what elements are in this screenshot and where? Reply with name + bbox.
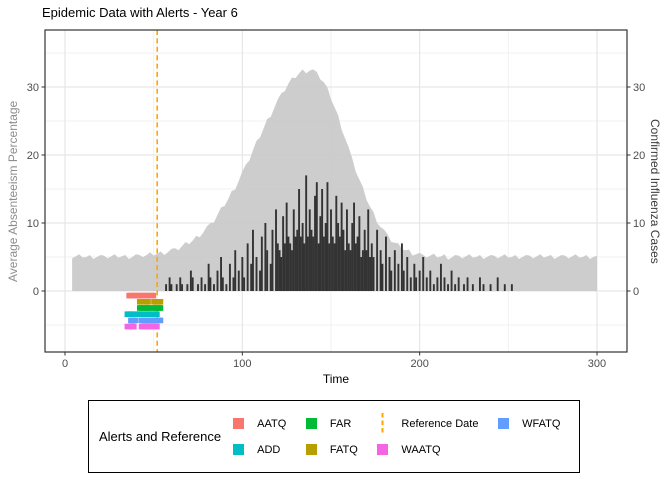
svg-text:0: 0: [62, 358, 68, 370]
svg-text:10: 10: [27, 218, 39, 230]
y-axis-title-left: Average Absenteeism Percentage: [6, 100, 20, 282]
influenza-bars: [165, 175, 513, 291]
legend-item-reference-date: Reference Date: [377, 412, 489, 435]
y-axis-title-right: Confirmed Influenza Cases: [648, 118, 662, 264]
svg-text:100: 100: [233, 358, 251, 370]
svg-text:30: 30: [27, 82, 39, 94]
svg-text:300: 300: [588, 358, 606, 370]
legend-key-square-waatq: [377, 444, 389, 455]
legend-item-far: FAR: [305, 417, 369, 430]
legend-item-label: Reference Date: [401, 417, 479, 430]
legend-key-square-add: [233, 444, 245, 455]
legend-item-label: WAATQ: [401, 443, 441, 456]
legend-key-square-far: [305, 418, 317, 429]
svg-text:10: 10: [633, 218, 645, 230]
legend-item-label: FATQ: [329, 443, 358, 456]
alert-squares: [124, 292, 164, 330]
legend-item-label: FAR: [329, 417, 352, 430]
legend-items: AATQ ADD FAR FATQ Reference Date WAATQ WFATQ: [233, 411, 571, 463]
legend-box: Alerts and Reference AATQ ADD FAR FATQ Refer…: [88, 400, 580, 473]
legend-item-label: WFATQ: [522, 417, 561, 430]
svg-text:30: 30: [633, 82, 645, 94]
svg-text:0: 0: [633, 286, 639, 298]
svg-text:200: 200: [410, 358, 428, 370]
legend-item-label: AATQ: [257, 417, 287, 430]
chart-title: Epidemic Data with Alerts - Year 6: [42, 5, 238, 20]
absenteeism-area: [72, 69, 597, 291]
legend-title: Alerts and Reference: [99, 429, 222, 444]
legend-key-dashed-line-icon: [377, 412, 388, 435]
legend-item-aatq: AATQ: [233, 418, 297, 430]
svg-text:20: 20: [27, 150, 39, 162]
svg-text:0: 0: [33, 286, 39, 298]
legend-key-square-wfatq: [498, 418, 510, 429]
legend-item-waatq: WAATQ: [377, 444, 489, 456]
legend-item-add: ADD: [233, 444, 297, 456]
legend-key-square-aatq: [233, 418, 245, 429]
legend-item-wfatq: WFATQ: [498, 418, 571, 430]
legend-item-fatq: FATQ: [305, 443, 369, 456]
x-axis-title: Time: [322, 372, 350, 386]
svg-text:20: 20: [633, 150, 645, 162]
legend-key-square-fatq: [305, 444, 317, 455]
legend-item-label: ADD: [257, 443, 281, 456]
